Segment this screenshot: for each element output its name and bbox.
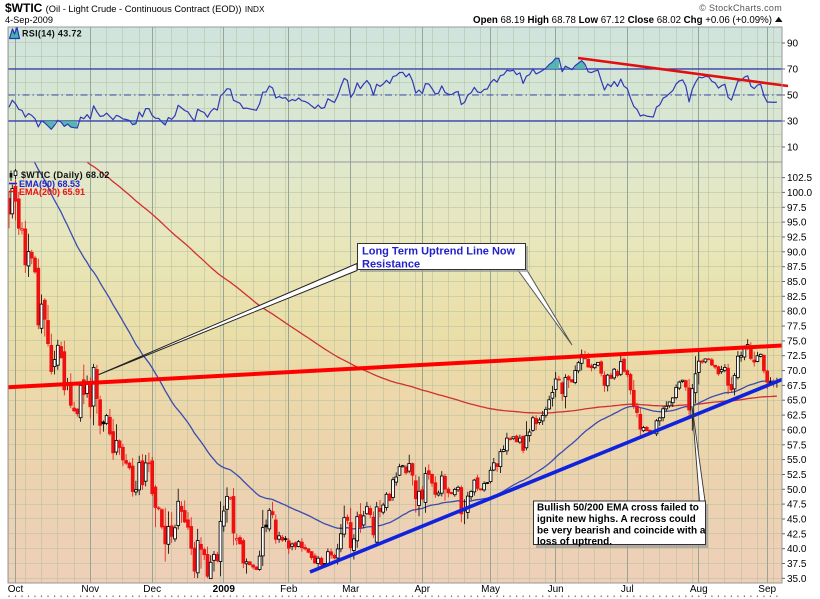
svg-text:90.0: 90.0 <box>787 247 807 258</box>
svg-text:RSI(14) 43.72: RSI(14) 43.72 <box>22 29 82 39</box>
svg-text:87.5: 87.5 <box>787 262 807 273</box>
svg-text:57.5: 57.5 <box>787 440 807 451</box>
svg-text:Resistance: Resistance <box>362 259 420 271</box>
svg-text:10: 10 <box>787 143 799 154</box>
svg-text:55.0: 55.0 <box>787 455 807 466</box>
svg-text:Apr: Apr <box>415 584 431 595</box>
svg-text:be very bearish and coincide w: be very bearish and coincide with a <box>537 526 706 537</box>
svg-text:50.0: 50.0 <box>787 485 807 496</box>
svg-text:EMA(50) 68.53: EMA(50) 68.53 <box>19 179 80 189</box>
svg-text:50: 50 <box>787 91 799 102</box>
svg-text:$WTIC (Daily) 68.02: $WTIC (Daily) 68.02 <box>21 170 110 180</box>
svg-text:Dec: Dec <box>143 584 161 595</box>
svg-text:35.0: 35.0 <box>787 574 807 585</box>
svg-text:97.5: 97.5 <box>787 203 807 214</box>
svg-text:Oct: Oct <box>8 584 24 595</box>
svg-text:65.0: 65.0 <box>787 396 807 407</box>
svg-text:67.5: 67.5 <box>787 381 807 392</box>
svg-text:© StockCharts.com: © StockCharts.com <box>699 3 782 13</box>
svg-text:Jul: Jul <box>621 584 634 595</box>
svg-text:100.0: 100.0 <box>787 188 812 199</box>
svg-text:2009: 2009 <box>213 584 236 595</box>
svg-text:70.0: 70.0 <box>787 366 807 377</box>
svg-text:Mar: Mar <box>342 584 360 595</box>
svg-text:Nov: Nov <box>81 584 99 595</box>
svg-text:loss of uptrend.: loss of uptrend. <box>537 537 612 548</box>
svg-text:92.5: 92.5 <box>787 233 807 244</box>
svg-text:77.5: 77.5 <box>787 322 807 333</box>
svg-text:80.0: 80.0 <box>787 307 807 318</box>
svg-text:Sep: Sep <box>758 584 776 595</box>
svg-text:47.5: 47.5 <box>787 500 807 511</box>
svg-text:82.5: 82.5 <box>787 292 807 303</box>
svg-text:Long Term Uptrend Line Now: Long Term Uptrend Line Now <box>362 246 516 258</box>
svg-text:$WTIC (Oil - Light Crude - Con: $WTIC (Oil - Light Crude - Continuous Co… <box>5 1 265 15</box>
svg-text:45.0: 45.0 <box>787 515 807 526</box>
svg-text:42.5: 42.5 <box>787 529 807 540</box>
svg-text:75.0: 75.0 <box>787 336 807 347</box>
svg-text:102.5: 102.5 <box>787 173 812 184</box>
svg-text:40.0: 40.0 <box>787 544 807 555</box>
svg-text:Bullish 50/200 EMA cross faile: Bullish 50/200 EMA cross failed to <box>537 503 699 514</box>
svg-text:Jun: Jun <box>548 584 564 595</box>
svg-text:Aug: Aug <box>690 584 708 595</box>
svg-text:85.0: 85.0 <box>787 277 807 288</box>
svg-text:72.5: 72.5 <box>787 351 807 362</box>
svg-text:Feb: Feb <box>280 584 298 595</box>
svg-text:4-Sep-2009: 4-Sep-2009 <box>5 15 53 25</box>
svg-text:30: 30 <box>787 117 799 128</box>
svg-text:70: 70 <box>787 65 799 76</box>
svg-text:Open 68.19 High 68.78 Low 67.1: Open 68.19 High 68.78 Low 67.12 Close 68… <box>473 15 772 26</box>
svg-text:ignite new highs. A recross c: ignite new highs. A recross could <box>537 514 696 525</box>
svg-text:62.5: 62.5 <box>787 411 807 422</box>
svg-text:May: May <box>481 584 500 595</box>
svg-text:95.0: 95.0 <box>787 218 807 229</box>
svg-text:90: 90 <box>787 39 799 50</box>
svg-text:EMA(200) 65.91: EMA(200) 65.91 <box>19 187 85 197</box>
svg-text:37.5: 37.5 <box>787 559 807 570</box>
svg-text:52.5: 52.5 <box>787 470 807 481</box>
svg-text:60.0: 60.0 <box>787 425 807 436</box>
